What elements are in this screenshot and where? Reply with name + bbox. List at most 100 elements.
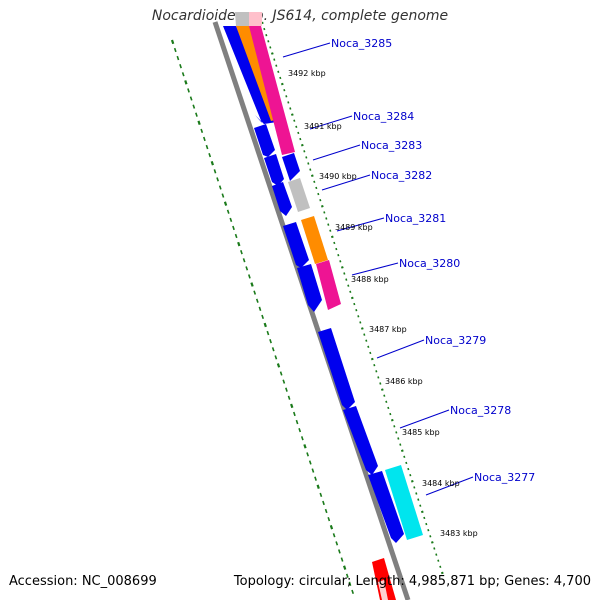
gene-block[interactable]: [249, 26, 295, 155]
track-dot: [181, 72, 185, 77]
track-dot: [355, 308, 358, 312]
track-dot: [309, 168, 312, 171]
track-dot: [282, 379, 286, 384]
track-dot: [269, 339, 272, 344]
track-dot: [290, 113, 294, 116]
track-dot: [277, 70, 280, 74]
gene-block-red-highlight: [378, 580, 388, 600]
track-dot: [338, 549, 341, 554]
track-dot: [293, 411, 296, 417]
track-dot: [223, 201, 228, 206]
gene-label[interactable]: Noca_3282: [371, 169, 432, 182]
tick-label: 3487 kbp: [369, 325, 407, 334]
tick-label: 3489 kbp: [335, 223, 373, 232]
gene-noca-3279[interactable]: [318, 328, 355, 410]
track-dot: [263, 27, 266, 31]
track-dot: [340, 557, 344, 562]
track-dot: [197, 120, 201, 126]
track-dot: [320, 204, 324, 208]
track-dot: [430, 541, 434, 544]
gene-leader-line: [321, 174, 371, 191]
track-dot: [385, 400, 388, 404]
track-dot: [343, 565, 347, 570]
gene-block[interactable]: [249, 12, 262, 26]
track-dot: [303, 444, 307, 449]
gene-label[interactable]: Noca_3279: [425, 334, 486, 347]
topology-text: Topology: circular; Length: 4,985,871 bp…: [233, 574, 591, 589]
track-dot: [377, 376, 380, 379]
gene-noca-3281[interactable]: [283, 222, 309, 268]
gene-noca-3277[interactable]: [368, 471, 404, 543]
track-dot: [289, 107, 292, 110]
track-dot: [383, 394, 386, 397]
gene-block[interactable]: [235, 12, 249, 26]
track-dot: [389, 412, 392, 416]
track-dot: [269, 46, 272, 49]
gene-block[interactable]: [385, 465, 423, 540]
gene-label[interactable]: Noca_3277: [474, 471, 535, 484]
track-dot: [192, 104, 196, 109]
track-dot: [351, 589, 355, 595]
gene-label[interactable]: Noca_3281: [385, 212, 446, 225]
gene-block-red[interactable]: [372, 558, 396, 600]
gene-label[interactable]: Noca_3280: [399, 257, 460, 270]
track-dot: [261, 314, 265, 320]
track-dot: [274, 355, 278, 360]
track-dot: [229, 217, 233, 222]
track-dot: [435, 553, 438, 556]
track-dot: [260, 21, 264, 25]
track-dot: [427, 528, 430, 532]
track-dot: [370, 357, 374, 361]
gene-leader-line: [351, 262, 399, 276]
track-dot: [323, 211, 326, 214]
track-dot: [337, 253, 340, 257]
gene-label[interactable]: Noca_3283: [361, 139, 422, 152]
gene-noca-3282[interactable]: [272, 182, 292, 216]
inner-tick-track: [170, 39, 355, 595]
track-dot: [373, 363, 376, 367]
track-dot: [276, 363, 281, 368]
gene-label[interactable]: Noca_3285: [331, 37, 392, 50]
gene-noca-3278[interactable]: [343, 406, 378, 475]
gene-block[interactable]: [288, 178, 310, 212]
tick-label: 3490 kbp: [319, 172, 357, 181]
track-dot: [305, 156, 308, 159]
gene-label-layer: Noca_3285 Noca_3284 Noca_3283 Noca_3282 Noca…: [282, 37, 535, 496]
gene-noca-3284[interactable]: [254, 124, 275, 157]
track-dot: [357, 315, 360, 318]
track-dot: [316, 484, 320, 489]
gene-label[interactable]: Noca_3278: [450, 404, 511, 417]
track-dot: [379, 382, 382, 385]
track-dot: [345, 278, 348, 281]
track-dot: [298, 427, 302, 433]
track-dot: [319, 492, 323, 497]
track-dot: [420, 510, 424, 514]
gene-noca-3283[interactable]: [264, 154, 284, 186]
track-dot: [335, 541, 339, 546]
track-dot: [208, 152, 212, 158]
track-dot: [330, 235, 334, 239]
track-dot: [433, 547, 436, 550]
gene-leader-line: [282, 42, 331, 58]
gene-leader-line: [376, 339, 425, 359]
track-dot: [299, 137, 302, 141]
track-dot: [367, 345, 370, 349]
track-dot: [306, 452, 310, 457]
track-dot: [271, 347, 275, 352]
gene-block[interactable]: [301, 216, 328, 264]
track-dot: [335, 247, 338, 251]
gene-noca-3280[interactable]: [297, 264, 322, 312]
gene-block[interactable]: [282, 153, 300, 181]
track-dot: [415, 492, 418, 495]
track-dot: [218, 185, 222, 190]
tick-label: 3486 kbp: [385, 377, 423, 386]
gene-label[interactable]: Noca_3284: [353, 110, 414, 123]
track-dot: [439, 565, 442, 569]
track-dot: [173, 47, 177, 53]
track-dot: [340, 266, 344, 269]
gene-block[interactable]: [316, 260, 341, 310]
track-dot: [221, 193, 225, 198]
gene-track[interactable]: [223, 12, 423, 600]
